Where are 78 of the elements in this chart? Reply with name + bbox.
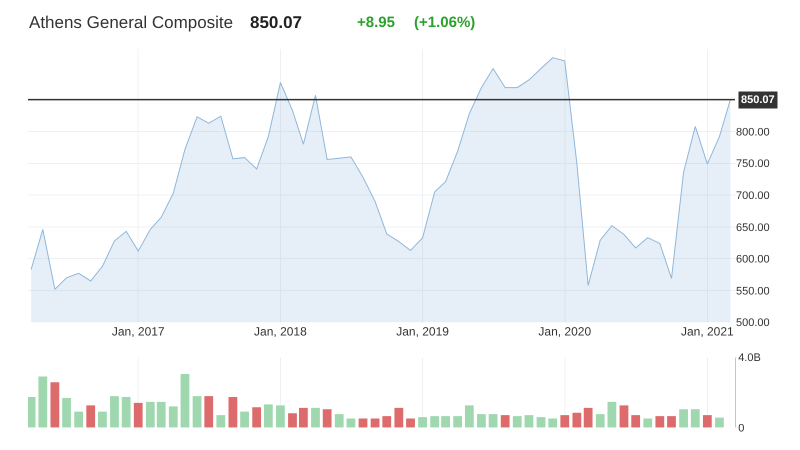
bar bbox=[216, 415, 226, 428]
bar bbox=[560, 415, 570, 428]
bar bbox=[146, 402, 155, 428]
bar bbox=[134, 402, 143, 428]
bar bbox=[488, 414, 498, 428]
bar bbox=[50, 382, 60, 428]
bar bbox=[430, 416, 440, 428]
bar bbox=[548, 418, 558, 428]
y-tick-label: 700.00 bbox=[736, 190, 770, 202]
bar bbox=[110, 396, 119, 428]
bar bbox=[584, 408, 593, 428]
bar bbox=[464, 405, 474, 428]
bar bbox=[346, 418, 356, 428]
y-tick-label: 600.00 bbox=[736, 254, 770, 266]
bar bbox=[252, 407, 262, 428]
bar bbox=[406, 418, 415, 428]
bar bbox=[370, 418, 380, 428]
y-tick-label: 550.00 bbox=[736, 285, 770, 298]
bar bbox=[690, 409, 700, 428]
bar bbox=[192, 396, 202, 428]
bar bbox=[702, 415, 712, 428]
x-tick-label: Jan, 2018 bbox=[254, 324, 308, 338]
bar bbox=[334, 414, 344, 428]
x-tick-label: Jan, 2021 bbox=[680, 324, 734, 338]
bar bbox=[524, 415, 534, 428]
y-tick-label: 800.00 bbox=[736, 126, 770, 138]
bar bbox=[38, 376, 48, 428]
text: +8.95 bbox=[357, 14, 395, 31]
bar bbox=[288, 413, 297, 428]
bar bbox=[168, 406, 178, 428]
bar bbox=[572, 412, 582, 428]
bar bbox=[299, 408, 308, 428]
bar bbox=[98, 412, 107, 428]
bar bbox=[631, 415, 640, 428]
bar bbox=[715, 418, 724, 428]
bar bbox=[512, 416, 522, 428]
ref-line-label: 850.07 bbox=[741, 94, 775, 106]
bar bbox=[477, 414, 486, 428]
bar bbox=[62, 398, 71, 428]
text: (+1.06%) bbox=[414, 14, 476, 31]
text: 850.07 bbox=[250, 13, 302, 32]
bar bbox=[596, 414, 605, 428]
bar bbox=[322, 409, 332, 428]
y-tick-label: 0 bbox=[738, 422, 744, 434]
y-tick-label: 750.00 bbox=[736, 158, 770, 170]
x-tick-label: Jan, 2020 bbox=[538, 324, 592, 338]
bar bbox=[394, 408, 404, 428]
bar bbox=[228, 396, 238, 428]
bar bbox=[536, 417, 546, 428]
bar bbox=[608, 402, 616, 428]
bar bbox=[204, 396, 214, 428]
bar bbox=[122, 396, 131, 428]
bar bbox=[441, 416, 450, 428]
bar bbox=[655, 416, 664, 428]
bar bbox=[620, 405, 628, 428]
bar bbox=[667, 416, 676, 428]
bar bbox=[28, 396, 36, 428]
bar bbox=[180, 374, 190, 428]
bar bbox=[240, 412, 249, 428]
bar bbox=[311, 408, 320, 428]
bar bbox=[86, 405, 96, 428]
x-tick-label: Jan, 2017 bbox=[112, 324, 165, 338]
bar bbox=[276, 405, 285, 428]
bar bbox=[382, 416, 392, 428]
y-tick-label: 4.0B bbox=[738, 352, 761, 364]
x-tick-label: Jan, 2019 bbox=[396, 324, 450, 338]
bar bbox=[643, 418, 652, 428]
bar bbox=[74, 412, 84, 428]
bar bbox=[264, 404, 273, 428]
bar bbox=[156, 402, 166, 428]
bar bbox=[453, 416, 462, 428]
bar bbox=[679, 409, 688, 428]
bar bbox=[418, 417, 427, 428]
chart-title: Athens General Composite bbox=[29, 13, 234, 32]
bar bbox=[500, 415, 510, 428]
bar bbox=[358, 418, 368, 428]
y-tick-label: 500.00 bbox=[736, 317, 770, 330]
y-tick-label: 650.00 bbox=[736, 222, 770, 234]
